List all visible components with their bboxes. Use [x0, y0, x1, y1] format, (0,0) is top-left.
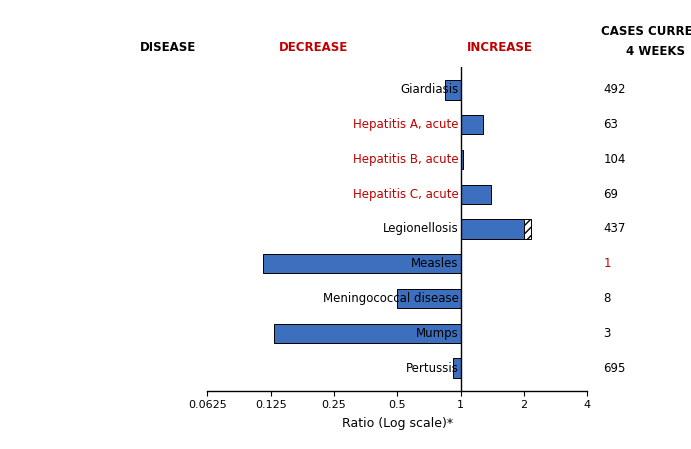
- Text: 3: 3: [603, 327, 611, 340]
- Bar: [263, 254, 461, 273]
- Text: Legionellosis: Legionellosis: [383, 223, 459, 235]
- Text: 69: 69: [603, 188, 618, 201]
- X-axis label: Ratio (Log scale)*: Ratio (Log scale)*: [342, 417, 453, 430]
- Text: DECREASE: DECREASE: [279, 41, 348, 54]
- Text: 492: 492: [603, 84, 625, 97]
- Bar: [453, 358, 461, 378]
- Text: Giardiasis: Giardiasis: [401, 84, 459, 97]
- Bar: [461, 220, 524, 238]
- Text: 63: 63: [603, 118, 618, 131]
- Text: Meningococcal disease: Meningococcal disease: [323, 292, 459, 305]
- Text: Hepatitis C, acute: Hepatitis C, acute: [353, 188, 459, 201]
- Text: 1: 1: [603, 257, 611, 270]
- Bar: [461, 185, 491, 204]
- Bar: [524, 220, 531, 238]
- Text: 4 WEEKS: 4 WEEKS: [626, 44, 685, 57]
- Bar: [274, 324, 461, 343]
- Text: 695: 695: [603, 361, 625, 374]
- Bar: [461, 115, 483, 134]
- Text: 8: 8: [603, 292, 611, 305]
- Text: Hepatitis B, acute: Hepatitis B, acute: [353, 153, 459, 166]
- Text: Mumps: Mumps: [416, 327, 459, 340]
- Text: Measles: Measles: [411, 257, 459, 270]
- Text: CASES CURRENT: CASES CURRENT: [601, 25, 691, 38]
- Bar: [445, 80, 461, 100]
- Bar: [397, 289, 461, 308]
- Text: INCREASE: INCREASE: [467, 41, 533, 54]
- Text: Hepatitis A, acute: Hepatitis A, acute: [353, 118, 459, 131]
- Text: 437: 437: [603, 223, 625, 235]
- Text: DISEASE: DISEASE: [140, 41, 196, 54]
- Text: Pertussis: Pertussis: [406, 361, 459, 374]
- Bar: [461, 150, 464, 169]
- Text: 104: 104: [603, 153, 625, 166]
